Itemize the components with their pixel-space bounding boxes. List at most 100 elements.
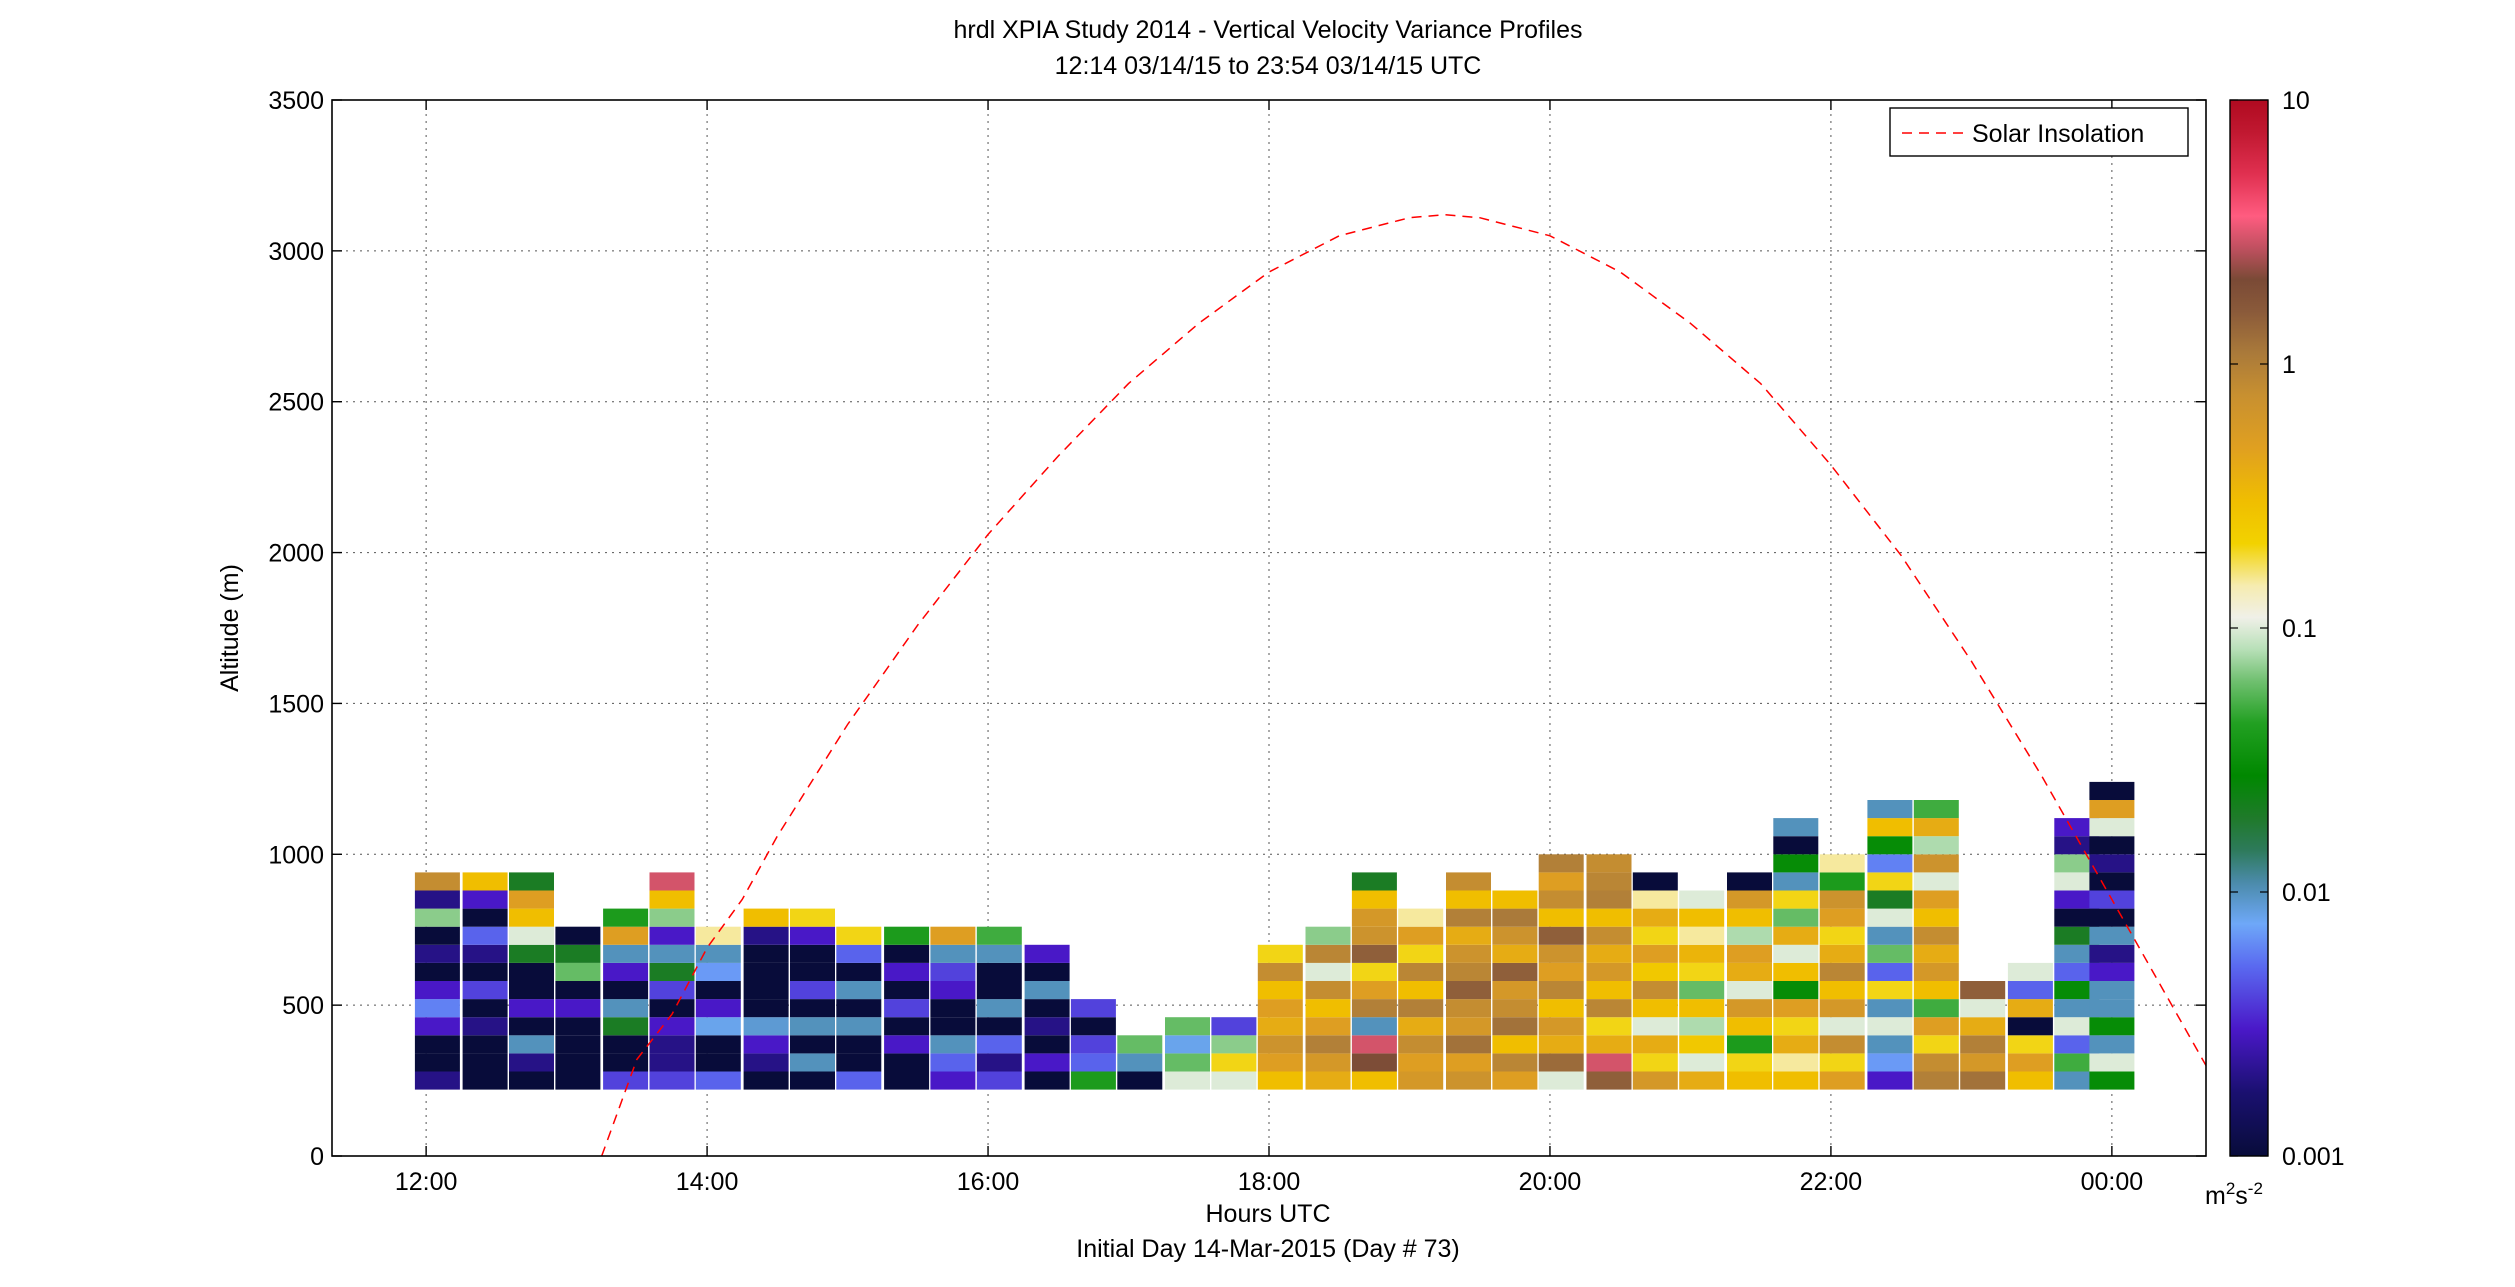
heatmap-cell (1398, 1053, 1444, 1072)
heatmap-cell (1819, 872, 1865, 891)
heatmap-cell (555, 981, 601, 1000)
heatmap-cell (1819, 890, 1865, 909)
heatmap-cell (1960, 1053, 2006, 1072)
x-axis-label-secondary: Initial Day 14-Mar-2015 (Day # 73) (1076, 1235, 1460, 1263)
heatmap-cell (1211, 1071, 1257, 1090)
heatmap-cell (1398, 1071, 1444, 1090)
heatmap-cell (1351, 1053, 1397, 1072)
heatmap-cell (1492, 1071, 1538, 1090)
heatmap-cell (1679, 908, 1725, 927)
heatmap-cell (790, 1053, 835, 1072)
heatmap-cell (1679, 944, 1725, 963)
heatmap-cell (509, 890, 554, 909)
heatmap-cell (976, 926, 1022, 945)
heatmap-cell (836, 1017, 882, 1036)
heatmap-cell (2054, 944, 2100, 963)
heatmap-cell (743, 908, 789, 927)
heatmap-cell (1492, 926, 1538, 945)
heatmap-cell (414, 999, 460, 1018)
y-tick-label: 3000 (268, 238, 324, 266)
heatmap-cell (1257, 999, 1303, 1018)
heatmap-cell (1024, 999, 1070, 1018)
heatmap-cell (1773, 981, 1819, 1000)
heatmap-cell (1211, 1017, 1257, 1036)
heatmap-cell (1117, 1035, 1163, 1054)
heatmap-cell (1773, 1053, 1819, 1072)
heatmap-cell (1913, 962, 1959, 981)
heatmap-cell (414, 908, 460, 927)
heatmap-cell (790, 944, 835, 963)
heatmap-cell (1819, 962, 1865, 981)
heatmap-cell (649, 981, 695, 1000)
heatmap-cell (1913, 981, 1959, 1000)
heatmap-cell (836, 1053, 882, 1072)
heatmap-cell (2054, 908, 2100, 927)
heatmap-cell (649, 908, 695, 927)
heatmap-cell (1024, 1035, 1070, 1054)
heatmap-cell (1070, 1017, 1116, 1036)
heatmap-cell (930, 1053, 976, 1072)
heatmap-cell (2054, 1071, 2100, 1090)
heatmap-cell (1305, 944, 1351, 963)
heatmap-cell (1257, 1017, 1303, 1036)
heatmap-cell (1867, 1053, 1913, 1072)
heatmap-cell (2007, 1071, 2053, 1090)
heatmap-cell (1538, 962, 1584, 981)
colorbar-unit: m2s-2 (2205, 1179, 2263, 1210)
heatmap-cell (1538, 999, 1584, 1018)
heatmap-cell (1727, 1053, 1772, 1072)
heatmap-cell (1773, 1071, 1819, 1090)
heatmap-cell (1727, 962, 1772, 981)
heatmap-cell (695, 1017, 741, 1036)
heatmap-cell (1165, 1071, 1210, 1090)
heatmap-cell (1305, 999, 1351, 1018)
heatmap-cell (1351, 944, 1397, 963)
heatmap-cell (1632, 981, 1678, 1000)
x-tick-label: 14:00 (676, 1168, 739, 1196)
heatmap-cell (509, 981, 554, 1000)
heatmap-cell (462, 944, 508, 963)
heatmap-cell (1024, 1053, 1070, 1072)
heatmap-cell (1819, 1053, 1865, 1072)
heatmap-cell (790, 926, 835, 945)
heatmap-cell (1913, 1035, 1959, 1054)
heatmap-cell (555, 962, 601, 981)
heatmap-cell (976, 1017, 1022, 1036)
heatmap-cell (1913, 1071, 1959, 1090)
heatmap-cell (1305, 1053, 1351, 1072)
heatmap-cell (414, 1071, 460, 1090)
heatmap-cell (509, 926, 554, 945)
heatmap-cell (930, 1071, 976, 1090)
heatmap-cell (1773, 872, 1819, 891)
heatmap-cell (1586, 1035, 1632, 1054)
heatmap-cell (1446, 1071, 1491, 1090)
heatmap-cell (2089, 962, 2135, 981)
heatmap-cell (1632, 1071, 1678, 1090)
heatmap-cell (462, 908, 508, 927)
heatmap-cell (2054, 836, 2100, 855)
heatmap-cell (414, 872, 460, 891)
heatmap-cell (462, 1053, 508, 1072)
heatmap-cell (1867, 999, 1913, 1018)
heatmap-cell (1867, 1017, 1913, 1036)
heatmap-cell (743, 1053, 789, 1072)
x-tick-label: 18:00 (1238, 1168, 1301, 1196)
heatmap-cell (1727, 1071, 1772, 1090)
heatmap-cell (1446, 944, 1491, 963)
heatmap-cell (743, 962, 789, 981)
heatmap-cell (1398, 908, 1444, 927)
heatmap-cell (1398, 1017, 1444, 1036)
heatmap-cell (1913, 854, 1959, 873)
heatmap-cell (743, 1035, 789, 1054)
heatmap-cell (1913, 1053, 1959, 1072)
heatmap-cell (1632, 926, 1678, 945)
heatmap-cell (1538, 872, 1584, 891)
heatmap-cell (414, 944, 460, 963)
heatmap-cell (649, 999, 695, 1018)
heatmap-cell (1257, 944, 1303, 963)
heatmap-cell (743, 999, 789, 1018)
heatmap-cell (414, 1035, 460, 1054)
heatmap-cell (1024, 1017, 1070, 1036)
colorbar-unit-exp2: -2 (2248, 1179, 2263, 1198)
heatmap-cell (509, 944, 554, 963)
